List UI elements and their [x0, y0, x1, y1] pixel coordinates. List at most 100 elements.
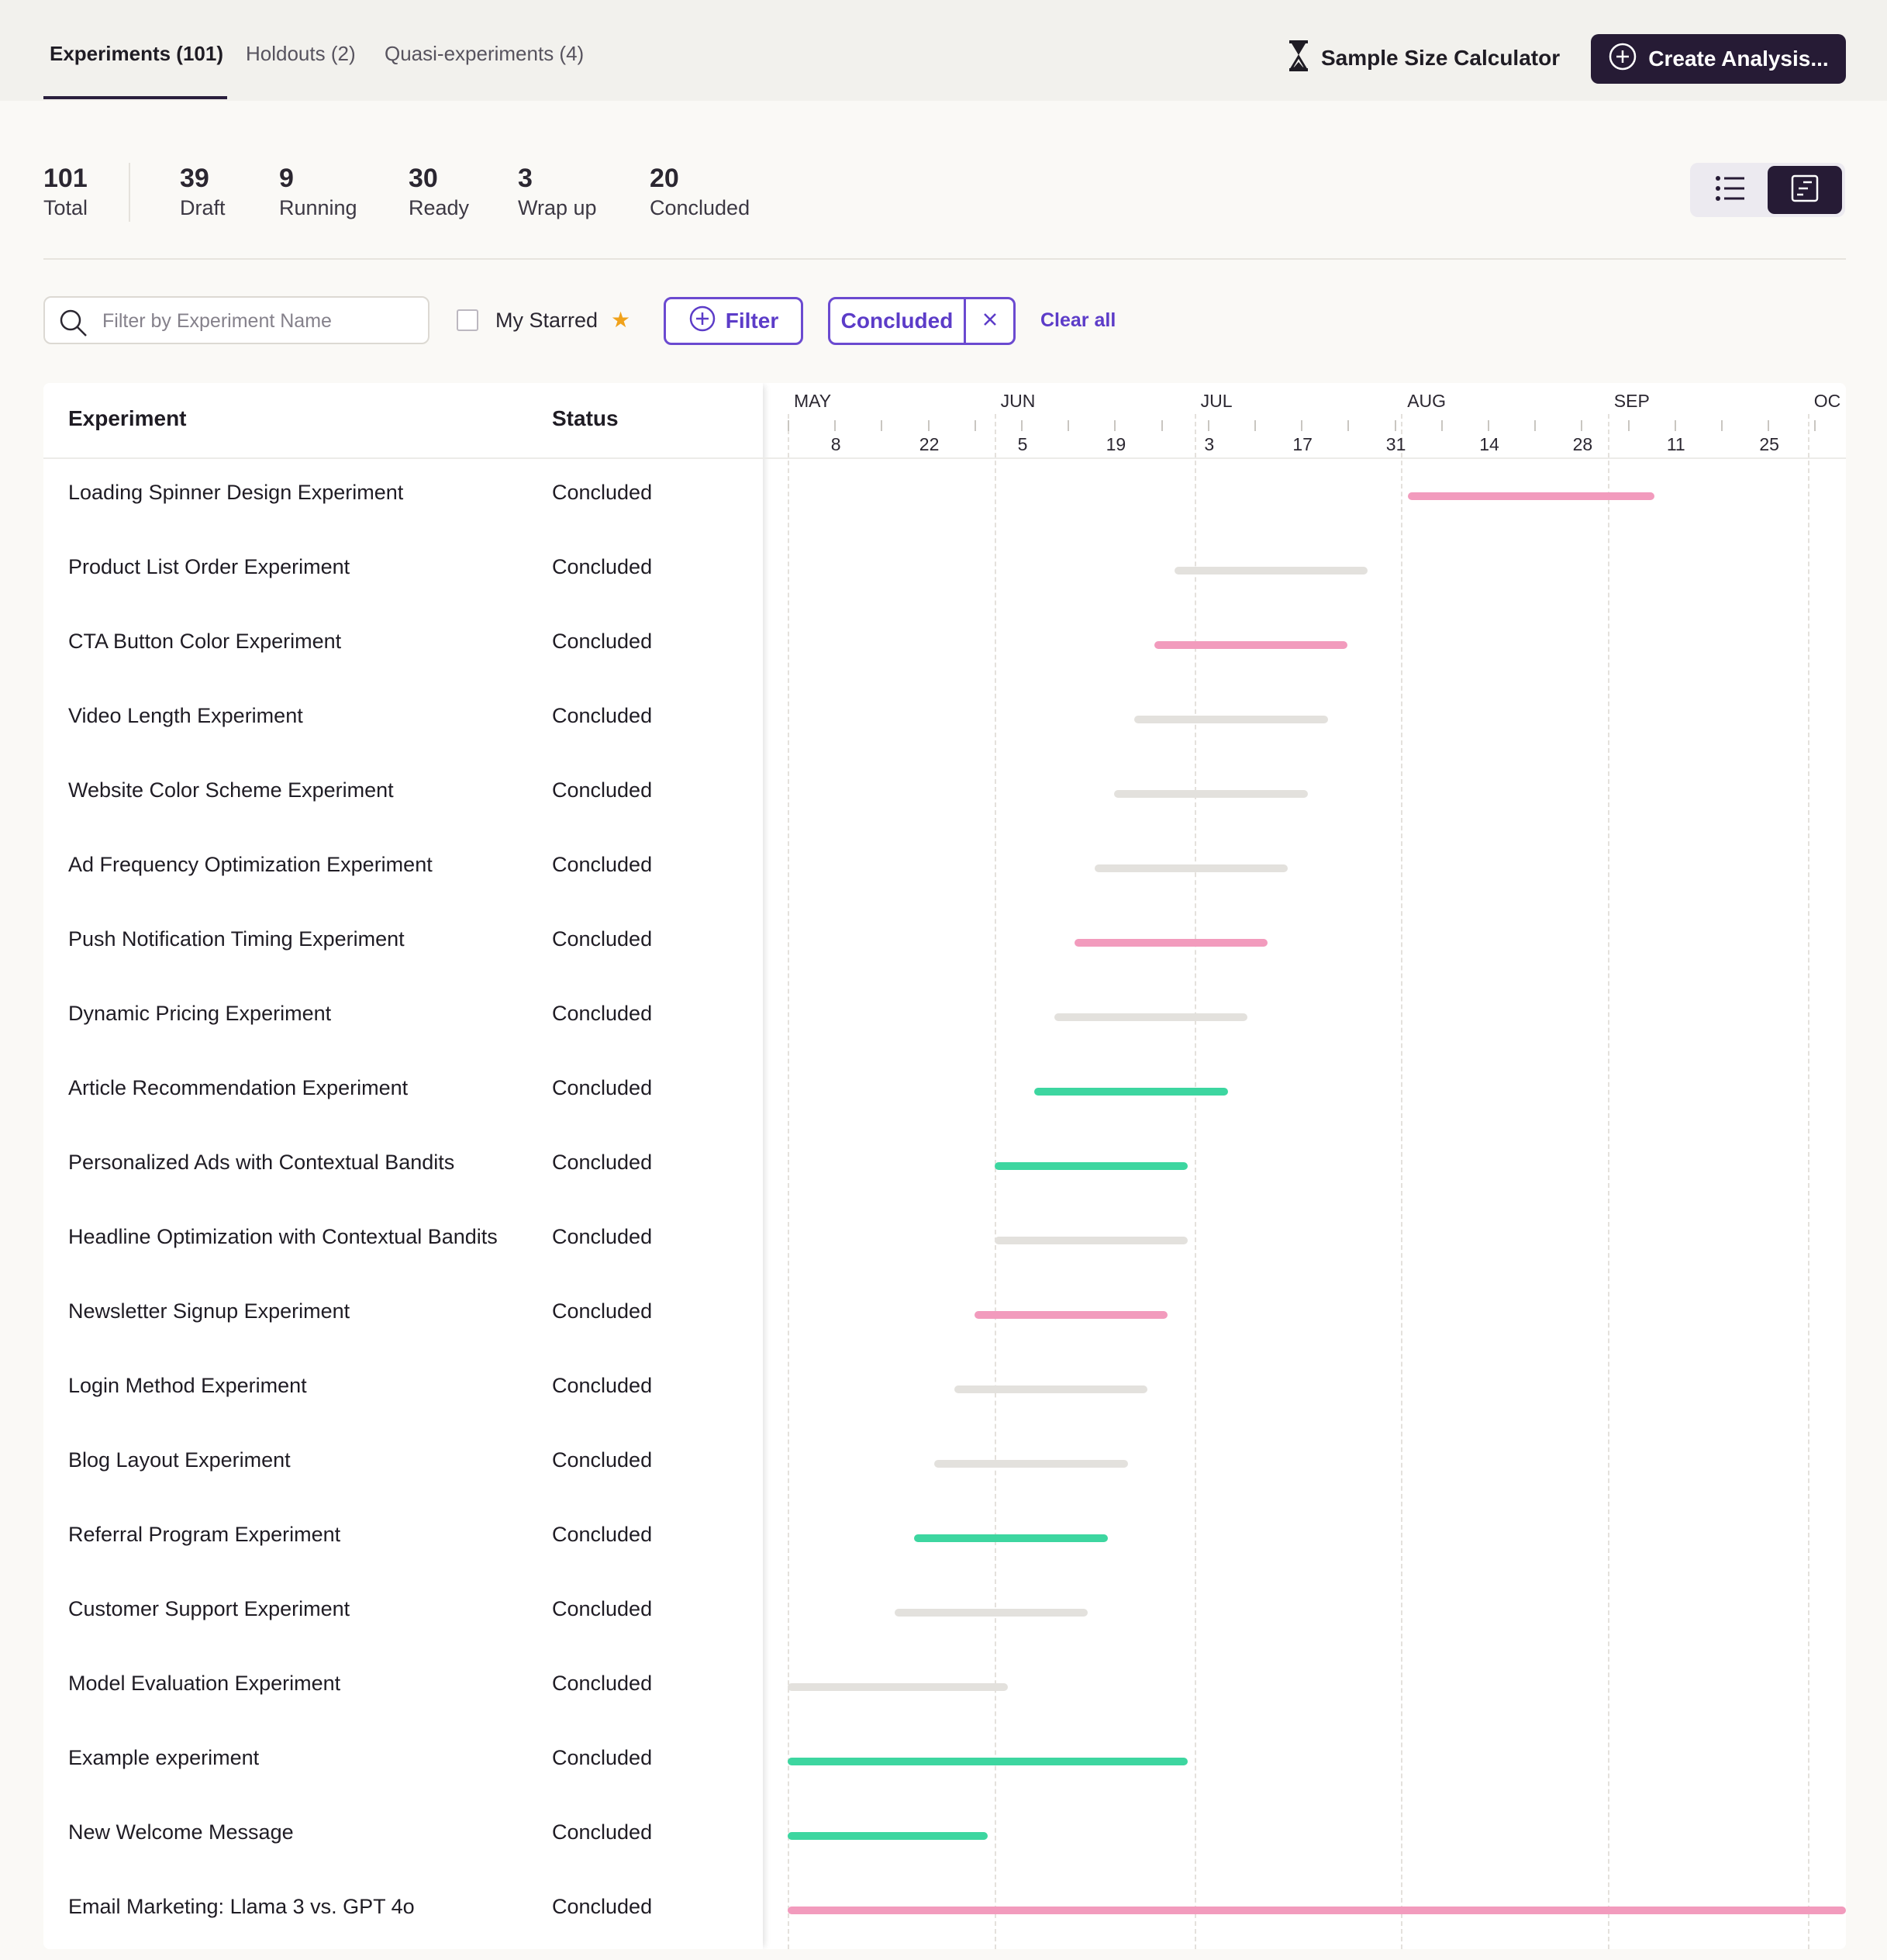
month-gridline	[994, 414, 996, 1949]
my-starred-checkbox[interactable]	[457, 309, 478, 331]
day-label: 3	[1204, 434, 1215, 454]
stat-running[interactable]: 9 Running	[279, 163, 357, 222]
tab-holdouts[interactable]: Holdouts (2)	[246, 42, 356, 65]
table-row[interactable]: Website Color Scheme Experiment Concluded	[43, 757, 763, 831]
table-row[interactable]: Customer Support Experiment Concluded	[43, 1575, 763, 1650]
table-row[interactable]: Referral Program Experiment Concluded	[43, 1501, 763, 1575]
experiment-timeline-bar[interactable]	[1134, 716, 1328, 723]
experiment-status: Concluded	[552, 1448, 653, 1472]
sample-size-label: Sample Size Calculator	[1321, 46, 1561, 70]
stat-ready[interactable]: 30 Ready	[409, 163, 469, 222]
experiment-timeline-bar[interactable]	[788, 1683, 1008, 1691]
experiment-name[interactable]: Email Marketing: Llama 3 vs. GPT 4o	[68, 1895, 415, 1918]
remove-chip-button[interactable]	[966, 299, 1013, 343]
table-row[interactable]: Loading Spinner Design Experiment Conclud…	[43, 459, 763, 533]
table-row[interactable]: Ad Frequency Optimization Experiment Conc…	[43, 831, 763, 906]
create-analysis-button[interactable]: Create Analysis...	[1591, 34, 1846, 84]
week-tick	[1721, 420, 1723, 431]
table-row[interactable]: Blog Layout Experiment Concluded	[43, 1427, 763, 1501]
experiment-name[interactable]: CTA Button Color Experiment	[68, 630, 342, 653]
experiment-timeline-bar[interactable]	[1054, 1013, 1248, 1021]
experiment-timeline-bar[interactable]	[994, 1237, 1188, 1244]
week-tick	[1440, 420, 1443, 431]
sample-size-calculator-button[interactable]: Sample Size Calculator	[1287, 40, 1560, 76]
experiment-name[interactable]: Loading Spinner Design Experiment	[68, 481, 404, 504]
month-gridline	[788, 414, 789, 1949]
experiment-name[interactable]: Model Evaluation Experiment	[68, 1672, 341, 1695]
experiment-name[interactable]: New Welcome Message	[68, 1820, 294, 1844]
experiment-timeline-bar[interactable]	[788, 1758, 1188, 1765]
month-gridline	[1401, 414, 1403, 1949]
table-row[interactable]: Email Marketing: Llama 3 vs. GPT 4o Concl…	[43, 1873, 763, 1948]
experiment-name[interactable]: Newsletter Signup Experiment	[68, 1299, 350, 1323]
stat-concluded-label: Concluded	[650, 196, 750, 219]
table-row[interactable]: Login Method Experiment Concluded	[43, 1352, 763, 1427]
experiment-timeline-bar[interactable]	[1034, 1088, 1228, 1096]
stat-draft[interactable]: 39 Draft	[180, 163, 226, 222]
table-row[interactable]: New Welcome Message Concluded	[43, 1799, 763, 1873]
experiment-name[interactable]: Login Method Experiment	[68, 1374, 307, 1397]
experiment-name[interactable]: Customer Support Experiment	[68, 1597, 350, 1620]
table-row[interactable]: Headline Optimization with Contextual Ba…	[43, 1203, 763, 1278]
my-starred-label[interactable]: My Starred	[495, 309, 599, 332]
experiment-name[interactable]: Video Length Experiment	[68, 704, 303, 727]
experiment-name[interactable]: Website Color Scheme Experiment	[68, 778, 394, 802]
experiment-status: Concluded	[552, 481, 653, 504]
table-row[interactable]: Personalized Ads with Contextual Bandits…	[43, 1129, 763, 1203]
table-row[interactable]: CTA Button Color Experiment Concluded	[43, 608, 763, 682]
experiment-timeline-bar[interactable]	[1114, 790, 1308, 798]
experiment-timeline-bar[interactable]	[1094, 864, 1288, 872]
table-row[interactable]: Dynamic Pricing Experiment Concluded	[43, 980, 763, 1054]
table-row[interactable]: Article Recommendation Experiment Conclud…	[43, 1054, 763, 1129]
active-tab-indicator	[43, 96, 227, 99]
experiment-name[interactable]: Push Notification Timing Experiment	[68, 927, 405, 951]
table-row[interactable]: Example experiment Concluded	[43, 1724, 763, 1799]
experiment-name[interactable]: Dynamic Pricing Experiment	[68, 1002, 332, 1025]
column-header-experiment[interactable]: Experiment	[68, 406, 187, 430]
stat-concluded[interactable]: 20 Concluded	[650, 163, 750, 222]
table-row[interactable]: Push Notification Timing Experiment Concl…	[43, 906, 763, 980]
experiment-name[interactable]: Referral Program Experiment	[68, 1523, 341, 1546]
filter-button[interactable]: Filter	[664, 297, 803, 345]
chip-label[interactable]: Concluded	[830, 299, 966, 343]
experiment-timeline-bar[interactable]	[914, 1534, 1108, 1542]
timeline-view-button[interactable]	[1768, 166, 1842, 214]
experiment-name[interactable]: Personalized Ads with Contextual Bandits	[68, 1151, 455, 1174]
experiment-timeline-bar[interactable]	[1154, 641, 1348, 649]
experiment-timeline-bar[interactable]	[974, 1311, 1168, 1319]
week-tick	[1581, 420, 1583, 431]
tab-quasi-experiments[interactable]: Quasi-experiments (4)	[385, 42, 585, 65]
experiment-timeline-bar[interactable]	[954, 1385, 1148, 1393]
search-input[interactable]	[101, 304, 422, 338]
week-tick	[1488, 420, 1489, 431]
search-box	[43, 296, 429, 344]
experiment-timeline-bar[interactable]	[788, 1907, 1846, 1914]
table-row[interactable]: Product List Order Experiment Concluded	[43, 533, 763, 608]
tab-experiments[interactable]: Experiments (101)	[50, 42, 223, 65]
experiment-name[interactable]: Blog Layout Experiment	[68, 1448, 291, 1472]
week-tick	[1347, 420, 1350, 431]
experiment-timeline-bar[interactable]	[934, 1460, 1128, 1468]
experiment-timeline-bar[interactable]	[1074, 939, 1268, 947]
experiment-timeline-bar[interactable]	[1174, 567, 1368, 575]
stat-wrap-up[interactable]: 3 Wrap up	[518, 163, 597, 222]
table-row[interactable]: Video Length Experiment Concluded	[43, 682, 763, 757]
month-gridline	[1607, 414, 1609, 1949]
list-view-button[interactable]	[1693, 166, 1768, 214]
experiment-timeline-bar[interactable]	[994, 1162, 1188, 1170]
experiment-timeline-bar[interactable]	[1407, 492, 1654, 500]
experiment-name[interactable]: Headline Optimization with Contextual Ba…	[68, 1225, 498, 1248]
experiment-name[interactable]: Example experiment	[68, 1746, 260, 1769]
experiment-timeline-bar[interactable]	[894, 1609, 1088, 1617]
table-row[interactable]: Model Evaluation Experiment Concluded	[43, 1650, 763, 1724]
clear-all-link[interactable]: Clear all	[1040, 309, 1116, 331]
table-row[interactable]: Newsletter Signup Experiment Concluded	[43, 1278, 763, 1352]
experiment-name[interactable]: Product List Order Experiment	[68, 555, 350, 578]
experiment-timeline-bar[interactable]	[788, 1832, 988, 1840]
experiment-name[interactable]: Ad Frequency Optimization Experiment	[68, 853, 433, 876]
column-header-status[interactable]: Status	[552, 406, 619, 430]
experiment-status: Concluded	[552, 1895, 653, 1918]
experiment-name[interactable]: Article Recommendation Experiment	[68, 1076, 409, 1099]
experiment-status: Concluded	[552, 1523, 653, 1546]
experiment-status: Concluded	[552, 1374, 653, 1397]
